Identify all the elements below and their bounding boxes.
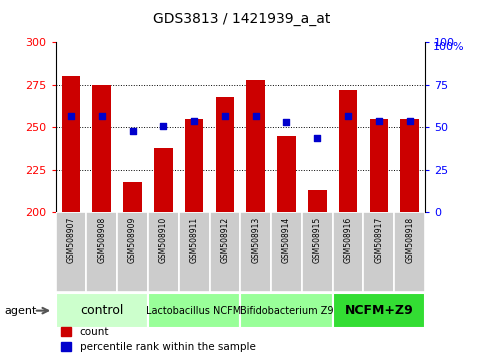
Text: GSM508915: GSM508915 [313,216,322,263]
FancyBboxPatch shape [240,293,333,329]
Bar [277,136,296,212]
Bar [246,80,265,212]
Bar [400,119,419,212]
Text: GSM508918: GSM508918 [405,216,414,263]
Text: NCFM+Z9: NCFM+Z9 [344,304,413,317]
FancyBboxPatch shape [364,212,394,292]
FancyBboxPatch shape [271,212,302,292]
Point [221,113,229,118]
Bar [369,119,388,212]
FancyBboxPatch shape [394,212,425,292]
Text: Bifidobacterium Z9: Bifidobacterium Z9 [240,306,333,316]
Point [252,113,259,118]
Point [190,118,198,124]
Point [159,123,167,129]
Text: GSM508909: GSM508909 [128,216,137,263]
Bar [62,76,80,212]
Text: agent: agent [5,306,37,316]
Text: GSM508907: GSM508907 [67,216,75,263]
Text: GSM508910: GSM508910 [159,216,168,263]
Bar [154,148,172,212]
Legend: count, percentile rank within the sample: count, percentile rank within the sample [61,327,256,352]
FancyBboxPatch shape [56,212,86,292]
FancyBboxPatch shape [333,212,364,292]
Text: 100%: 100% [432,42,464,52]
Bar [123,182,142,212]
Text: GSM508917: GSM508917 [374,216,384,263]
Text: GSM508914: GSM508914 [282,216,291,263]
Text: GDS3813 / 1421939_a_at: GDS3813 / 1421939_a_at [153,12,330,27]
Text: GSM508913: GSM508913 [251,216,260,263]
Text: GSM508908: GSM508908 [97,216,106,263]
FancyBboxPatch shape [333,293,425,329]
FancyBboxPatch shape [86,212,117,292]
FancyBboxPatch shape [148,212,179,292]
Point [313,135,321,141]
Text: GSM508911: GSM508911 [190,216,199,263]
Point [375,118,383,124]
Bar [215,97,234,212]
Bar [92,85,111,212]
FancyBboxPatch shape [117,212,148,292]
Point [128,128,136,134]
Point [344,113,352,118]
Point [283,120,290,125]
Bar [339,90,357,212]
Point [98,113,106,118]
FancyBboxPatch shape [179,212,210,292]
FancyBboxPatch shape [210,212,240,292]
Bar [308,190,327,212]
FancyBboxPatch shape [302,212,333,292]
FancyBboxPatch shape [56,293,148,329]
Text: GSM508912: GSM508912 [220,216,229,263]
FancyBboxPatch shape [148,293,240,329]
Text: Lactobacillus NCFM: Lactobacillus NCFM [146,306,242,316]
FancyBboxPatch shape [240,212,271,292]
Point [406,118,413,124]
Bar [185,119,203,212]
Text: control: control [80,304,124,317]
Point [67,113,75,118]
Text: GSM508916: GSM508916 [343,216,353,263]
